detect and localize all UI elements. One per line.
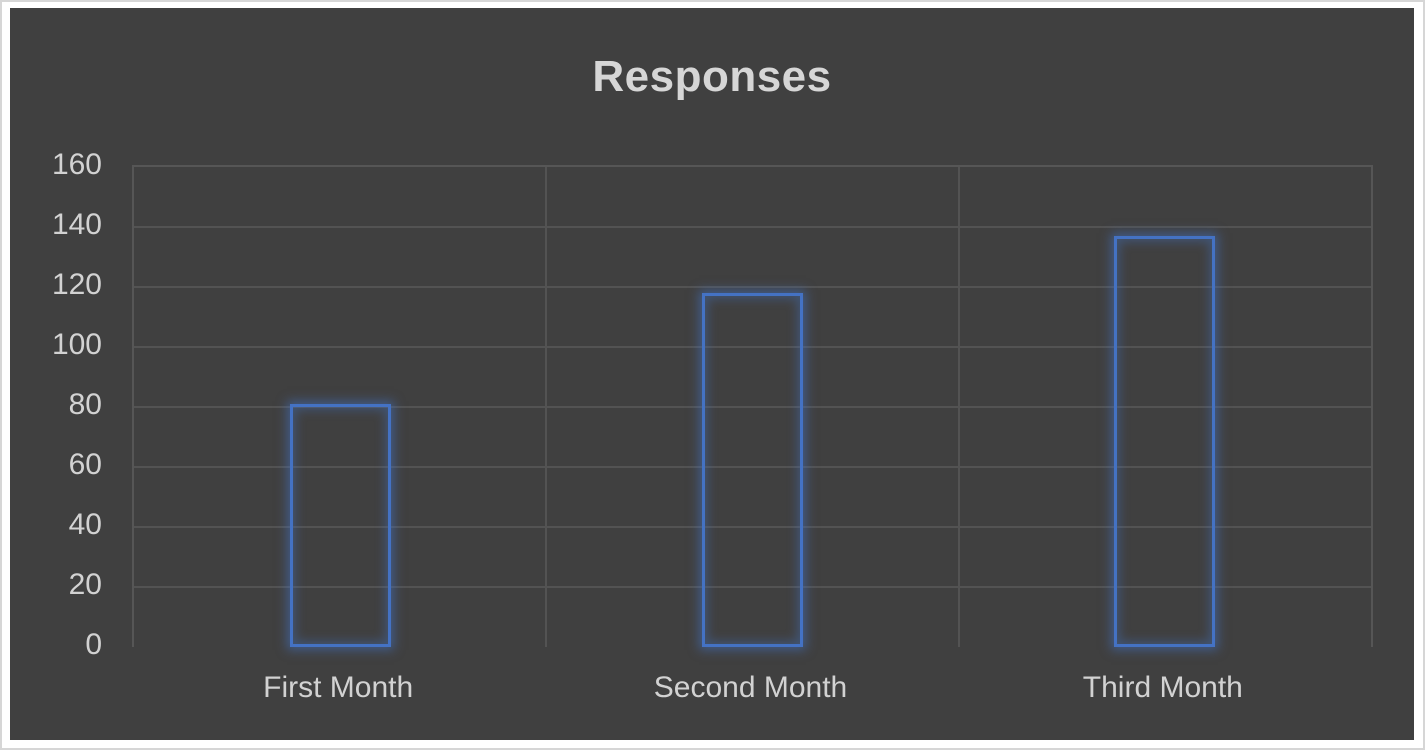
gridline-h (134, 226, 1371, 228)
gridline-h (134, 346, 1371, 348)
plot-area (132, 165, 1373, 647)
y-tick-label: 20 (68, 568, 102, 601)
gridline-h (134, 406, 1371, 408)
y-tick-label: 100 (51, 328, 102, 361)
x-category-label-second-month: Second Month (653, 671, 848, 704)
gridline-h (134, 466, 1371, 468)
gridline-v (957, 167, 960, 647)
y-tick-label: 160 (51, 148, 102, 181)
gridline-h (134, 286, 1371, 288)
bar-first-month (290, 404, 391, 647)
bar-third-month (1114, 236, 1215, 647)
x-category-label-third-month: Third Month (1082, 671, 1243, 704)
y-tick-label: 60 (68, 448, 102, 481)
chart-title: Responses (592, 52, 832, 101)
y-tick-label: 140 (51, 208, 102, 241)
y-tick-label: 0 (85, 628, 102, 661)
bar-second-month (702, 293, 803, 647)
chart-canvas: Responses 0 20 40 60 80 100 120 140 160 First Mo… (10, 8, 1414, 740)
x-category-label-first-month: First Month (263, 671, 414, 704)
gridline-h (134, 526, 1371, 528)
y-tick-label: 40 (68, 508, 102, 541)
y-tick-label: 120 (51, 268, 102, 301)
gridline-v (545, 167, 548, 647)
gridline-h (134, 586, 1371, 588)
y-tick-label: 80 (68, 388, 102, 421)
